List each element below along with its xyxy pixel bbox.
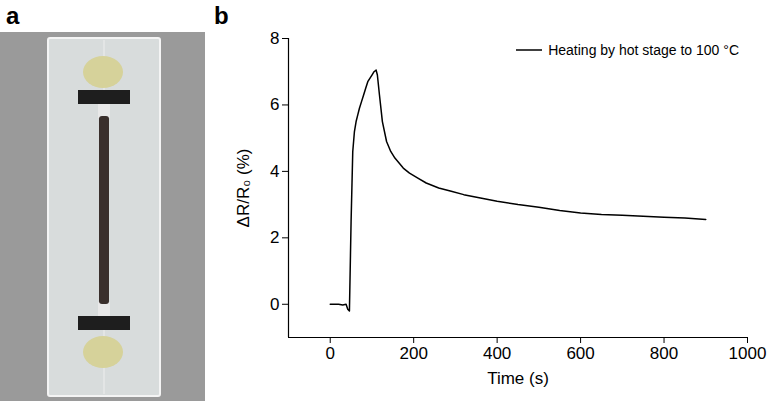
svg-text:400: 400 bbox=[483, 344, 511, 363]
html-text:Heating by hot stage to 100 °C: Heating by hot stage to 100 °C bbox=[548, 42, 739, 58]
svg-text:4: 4 bbox=[270, 162, 279, 181]
svg-text:Time (s): Time (s) bbox=[487, 369, 549, 388]
svg-text:0: 0 bbox=[270, 295, 279, 314]
html-text:b: b bbox=[214, 2, 229, 29]
svg-text:600: 600 bbox=[566, 344, 594, 363]
svg-text:1000: 1000 bbox=[729, 344, 767, 363]
svg-text:200: 200 bbox=[399, 344, 427, 363]
svg-text:ΔR/R₀ (%): ΔR/R₀ (%) bbox=[234, 149, 253, 228]
svg-text:800: 800 bbox=[650, 344, 678, 363]
svg-text:8: 8 bbox=[270, 29, 279, 48]
html-text:a: a bbox=[6, 2, 20, 29]
svg-text:0: 0 bbox=[325, 344, 334, 363]
svg-text:6: 6 bbox=[270, 95, 279, 114]
svg-text:2: 2 bbox=[270, 228, 279, 247]
